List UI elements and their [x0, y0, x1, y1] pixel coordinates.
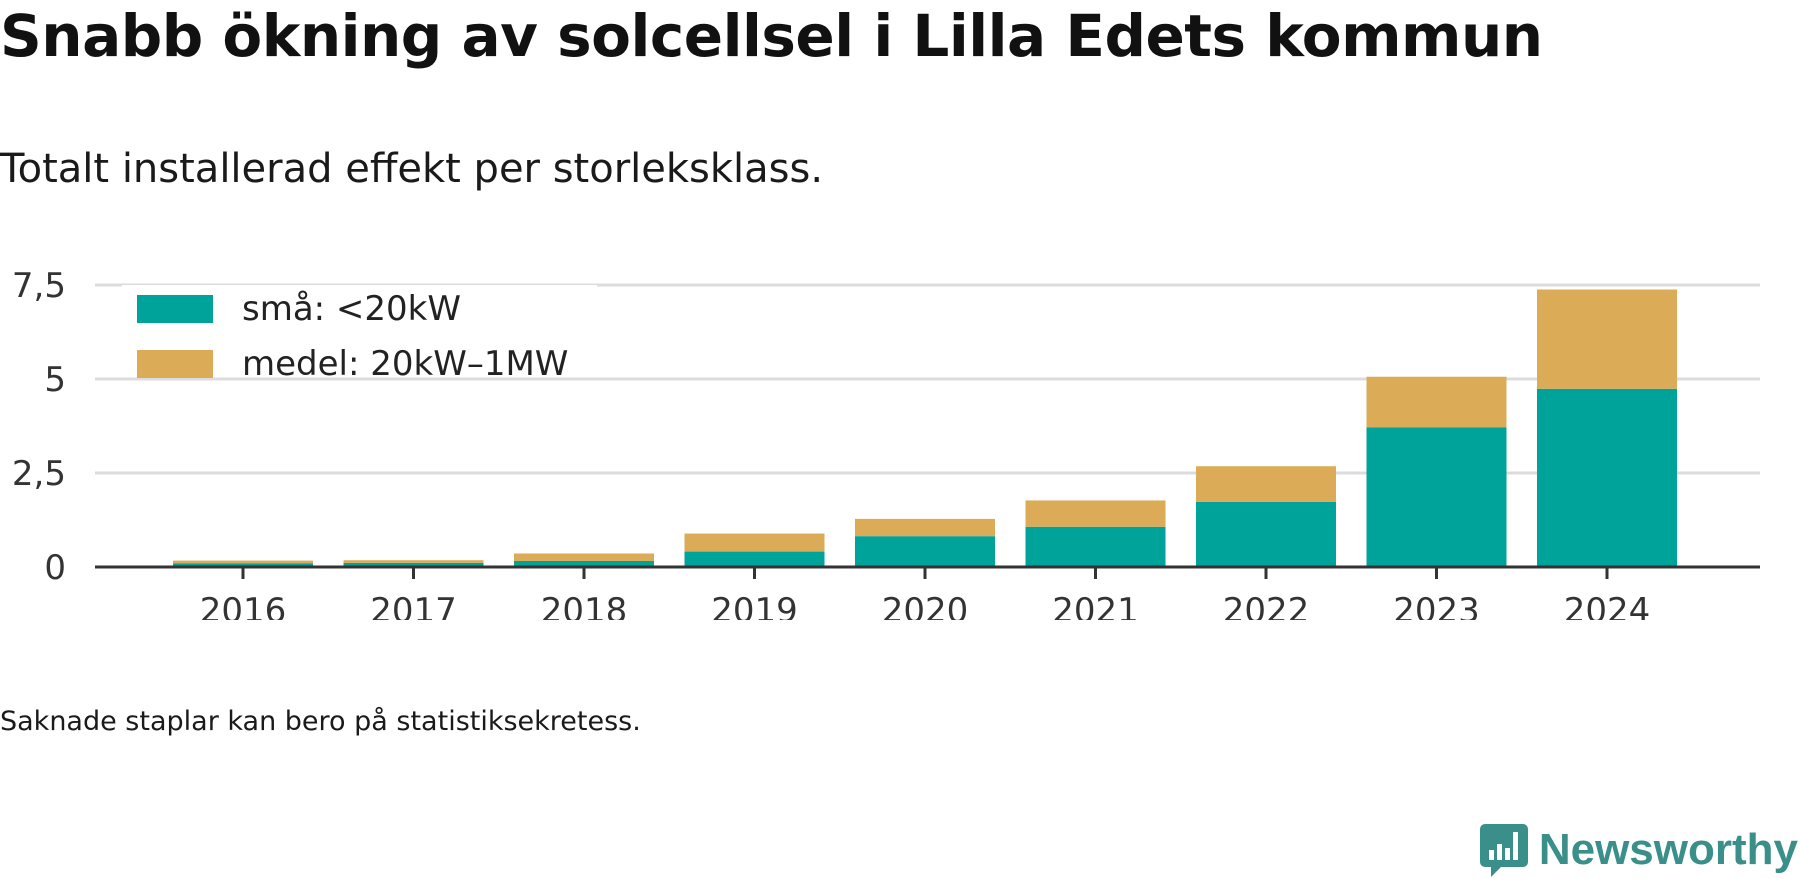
x-tick-label: 2019: [711, 591, 798, 620]
bar-2016-series-2: [173, 560, 313, 564]
x-tick-label: 2022: [1223, 591, 1310, 620]
legend-swatch-2: [137, 350, 213, 378]
y-tick-label: 2,5: [12, 454, 66, 494]
bar-2022-series-1: [1196, 501, 1336, 567]
bars: [173, 289, 1677, 567]
bar-2019-series-1: [684, 551, 825, 567]
legend-label-1: små: <20kW: [242, 289, 461, 329]
legend-swatch-1: [137, 295, 213, 323]
y-tick-label: 0: [44, 548, 66, 588]
bar-2021-series-1: [1025, 526, 1166, 567]
x-tick-label: 2024: [1564, 591, 1651, 620]
bar-2024-series-2: [1537, 289, 1677, 389]
chart-title: Snabb ökning av solcellsel i Lilla Edets…: [0, 2, 1543, 70]
axes: 0 2,5 5 7,5 2016 2017 2018 2019 2020 2021 2022 2023…: [12, 266, 1760, 620]
stacked-bar-chart: 0 2,5 5 7,5 2016 2017 2018 2019 2020 2021 2022 2023…: [12, 266, 1760, 620]
bar-2018-series-2: [514, 553, 654, 561]
y-tick-label: 5: [44, 360, 66, 400]
x-tick-label: 2018: [541, 591, 628, 620]
footnote: Saknade staplar kan bero på statistiksek…: [0, 706, 641, 737]
bar-2023-series-1: [1366, 427, 1507, 567]
bar-2023-series-2: [1366, 376, 1507, 428]
bar-2016-series-1: [173, 563, 313, 567]
bar-2018-series-1: [514, 560, 654, 567]
chart-subtitle: Totalt installerad effekt per storlekskl…: [0, 146, 824, 192]
x-tick-label: 2020: [882, 591, 969, 620]
legend: små: <20kW medel: 20kW–1MW: [122, 285, 597, 384]
newsworthy-logo-icon: [1479, 824, 1528, 877]
bar-2022-series-2: [1196, 466, 1336, 502]
bar-2019-series-2: [684, 533, 825, 552]
x-tick-label: 2021: [1052, 591, 1139, 620]
bar-2020-series-1: [855, 536, 995, 567]
bar-2017-series-2: [343, 560, 484, 563]
x-tick-label: 2017: [370, 591, 457, 620]
bar-2017-series-1: [343, 562, 484, 567]
bar-2024-series-1: [1537, 388, 1677, 567]
legend-label-2: medel: 20kW–1MW: [242, 344, 568, 384]
x-tick-label: 2023: [1393, 591, 1480, 620]
bar-2021-series-2: [1025, 500, 1166, 527]
y-tick-label: 7,5: [12, 266, 66, 306]
bar-2020-series-2: [855, 518, 995, 537]
brand-logo[interactable]: Newsworthy: [1479, 822, 1798, 878]
brand-name: Newsworthy: [1538, 825, 1798, 874]
x-tick-label: 2016: [200, 591, 287, 620]
